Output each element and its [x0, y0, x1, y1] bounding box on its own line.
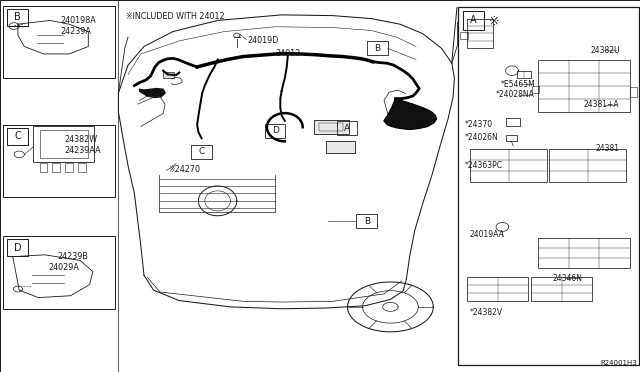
- Text: *24028NA: *24028NA: [496, 90, 535, 99]
- Text: A: A: [470, 16, 477, 25]
- Text: 24239B: 24239B: [58, 252, 88, 261]
- Text: B: B: [14, 12, 21, 22]
- Text: D: D: [14, 243, 21, 253]
- Text: 24381+A: 24381+A: [584, 100, 620, 109]
- Text: 24382W: 24382W: [64, 135, 97, 144]
- Text: 24019D: 24019D: [248, 36, 279, 45]
- Text: *24382V: *24382V: [470, 308, 503, 317]
- Text: B: B: [374, 44, 381, 53]
- Text: 24239A: 24239A: [61, 27, 92, 36]
- Text: 24029A: 24029A: [48, 263, 79, 272]
- Text: *E5465M: *E5465M: [500, 80, 535, 89]
- Text: *24026N: *24026N: [465, 133, 499, 142]
- Text: 24012: 24012: [275, 49, 300, 58]
- Text: ※INCLUDED WITH 24012: ※INCLUDED WITH 24012: [126, 12, 225, 21]
- Text: ※24270: ※24270: [168, 165, 200, 174]
- Text: ※: ※: [489, 15, 499, 28]
- Text: C: C: [14, 131, 21, 141]
- Text: 24239AA: 24239AA: [64, 146, 100, 155]
- Text: *24370: *24370: [465, 120, 493, 129]
- Text: 24019AA: 24019AA: [470, 230, 504, 239]
- Text: R24001H3: R24001H3: [600, 360, 637, 366]
- FancyBboxPatch shape: [314, 120, 349, 134]
- FancyBboxPatch shape: [163, 72, 174, 78]
- Text: *24363PC: *24363PC: [465, 161, 502, 170]
- FancyBboxPatch shape: [326, 141, 355, 153]
- Text: 24381: 24381: [595, 144, 620, 153]
- Polygon shape: [384, 99, 436, 129]
- Text: B: B: [364, 217, 370, 226]
- Text: A: A: [344, 124, 350, 133]
- Text: 24382U: 24382U: [590, 46, 620, 55]
- Text: C: C: [198, 147, 205, 156]
- Polygon shape: [140, 89, 165, 97]
- Text: 24346N: 24346N: [552, 274, 582, 283]
- Text: D: D: [272, 126, 278, 135]
- Text: 240198A: 240198A: [61, 16, 97, 25]
